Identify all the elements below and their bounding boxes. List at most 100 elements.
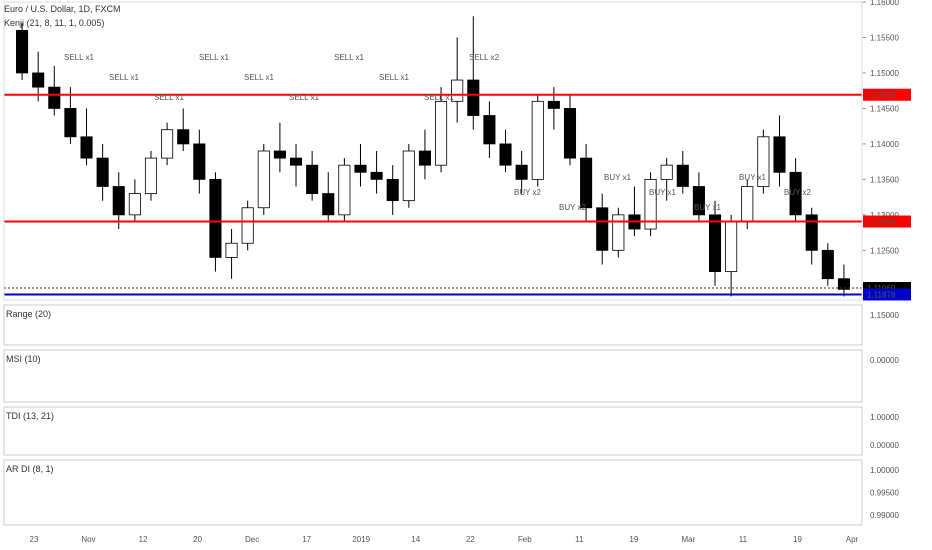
time-tick-label: 14	[411, 535, 420, 544]
candle-body	[547, 100, 560, 109]
panel-title: AR DI (8, 1)	[6, 464, 54, 474]
time-tick-label: 11	[575, 535, 584, 544]
signal-label: SELL x1	[334, 53, 364, 62]
panel-frame	[3, 459, 863, 526]
candle-body	[499, 143, 512, 166]
time-tick-label: 17	[302, 535, 311, 544]
candle-body	[338, 164, 351, 216]
candle-body	[644, 178, 657, 230]
candle-body	[725, 221, 738, 273]
candle-body	[386, 178, 399, 202]
time-tick-label: 22	[466, 535, 475, 544]
panel-title: TDI (13, 21)	[6, 411, 54, 421]
candle-body	[32, 72, 45, 88]
indicator-panels: Range (20) 1.15000 MSI (10) 0.00000 TDI (13,…	[3, 304, 899, 526]
candle-body	[273, 150, 286, 159]
candles	[16, 16, 850, 297]
level-badge	[863, 215, 911, 228]
panel-tick-label: 0.00000	[870, 356, 899, 365]
candle-body	[805, 214, 818, 251]
signal-label: SELL x1	[154, 93, 184, 102]
panel-frame	[3, 406, 863, 456]
signal-label: BUY x1	[739, 173, 767, 182]
candle-body	[531, 100, 544, 180]
price-tick-label: 1.13000	[870, 211, 899, 220]
candle-body	[370, 171, 383, 180]
main-frame	[3, 1, 863, 301]
candle-body	[837, 278, 850, 290]
candle-body	[193, 143, 206, 180]
panel-title: MSI (10)	[6, 354, 41, 364]
candle-body	[563, 108, 577, 159]
signal-label: SELL x1	[244, 73, 274, 82]
time-tick-label: 23	[30, 535, 39, 544]
panel-tick-label: 0.99500	[870, 489, 899, 498]
panel-tick-label: 1.00000	[870, 466, 899, 475]
candle-body	[596, 207, 609, 251]
time-tick-label: Feb	[518, 535, 532, 544]
candle-body	[418, 150, 431, 166]
time-tick-label: 12	[139, 535, 148, 544]
level-badge	[863, 88, 911, 101]
time-tick-label: 19	[629, 535, 638, 544]
candle-body	[289, 157, 303, 166]
signal-label: BUY x1	[694, 203, 722, 212]
candle-body	[354, 164, 367, 173]
price-tick-label: 1.12500	[870, 246, 899, 255]
candle-body	[467, 79, 480, 116]
signals: SELL x1 SELL x1 SELL x1 SELL x1 SELL x1 SELL …	[64, 53, 812, 212]
time-tick-label: 19	[793, 535, 802, 544]
price-tick-label: 1.13500	[870, 175, 899, 184]
price-tick-label: 1.14000	[870, 140, 899, 149]
candle-body	[128, 193, 141, 216]
candle-body	[660, 164, 673, 180]
panel-frame	[3, 304, 863, 346]
price-tick-label: 1.14500	[870, 104, 899, 113]
time-tick-label: Dec	[245, 535, 259, 544]
candle-body	[80, 136, 93, 159]
candle-body	[144, 157, 158, 194]
signal-label: SELL x1	[424, 93, 454, 102]
candle-body	[451, 79, 464, 102]
signal-label: SELL x2	[469, 53, 499, 62]
candle-body	[306, 164, 319, 194]
level-label: 1.11878	[867, 290, 896, 299]
candle-body	[209, 178, 222, 258]
candle-body	[402, 150, 415, 202]
candle-body	[821, 249, 834, 280]
candle-body	[708, 214, 722, 273]
price-axis: 1.16000 1.15500 1.15000 1.14500 1.14000 1.135…	[862, 0, 899, 291]
panel-tick-label: 1.00000	[870, 413, 899, 422]
signal-label: BUY x1	[604, 173, 632, 182]
candle-body	[96, 157, 109, 187]
candle-body	[515, 164, 528, 180]
time-tick-label: Apr	[846, 535, 859, 544]
time-tick-label: 2019	[352, 535, 370, 544]
candle-body	[676, 164, 689, 187]
candle-body	[177, 129, 190, 145]
time-tick-label: 11	[739, 535, 748, 544]
candle-body	[773, 136, 786, 173]
level-badge	[863, 288, 911, 301]
chart-title: Euro / U.S. Dollar, 1D, FXCM	[4, 4, 121, 14]
candle-body	[789, 171, 802, 216]
time-tick-label: Mar	[682, 535, 696, 544]
candle-body	[257, 150, 270, 209]
signal-label: BUY x2	[559, 203, 587, 212]
price-tick-label: 1.15000	[870, 69, 899, 78]
time-tick-label: Nov	[81, 535, 95, 544]
candle-body	[48, 86, 61, 109]
indicator-label: Kenji (21, 8, 11, 1, 0.005)	[4, 18, 104, 28]
candle-body	[612, 214, 625, 251]
panel-tick-label: 1.15000	[870, 311, 899, 320]
price-tick-label: 1.16000	[870, 0, 899, 7]
candle-body	[741, 186, 754, 223]
signal-label: SELL x1	[379, 73, 409, 82]
signal-label: BUY x2	[514, 188, 542, 197]
signal-label: SELL x1	[199, 53, 229, 62]
candle-body	[483, 115, 496, 145]
panel-tick-label: 0.99000	[870, 511, 899, 520]
level-label: 1.14693	[867, 91, 896, 100]
